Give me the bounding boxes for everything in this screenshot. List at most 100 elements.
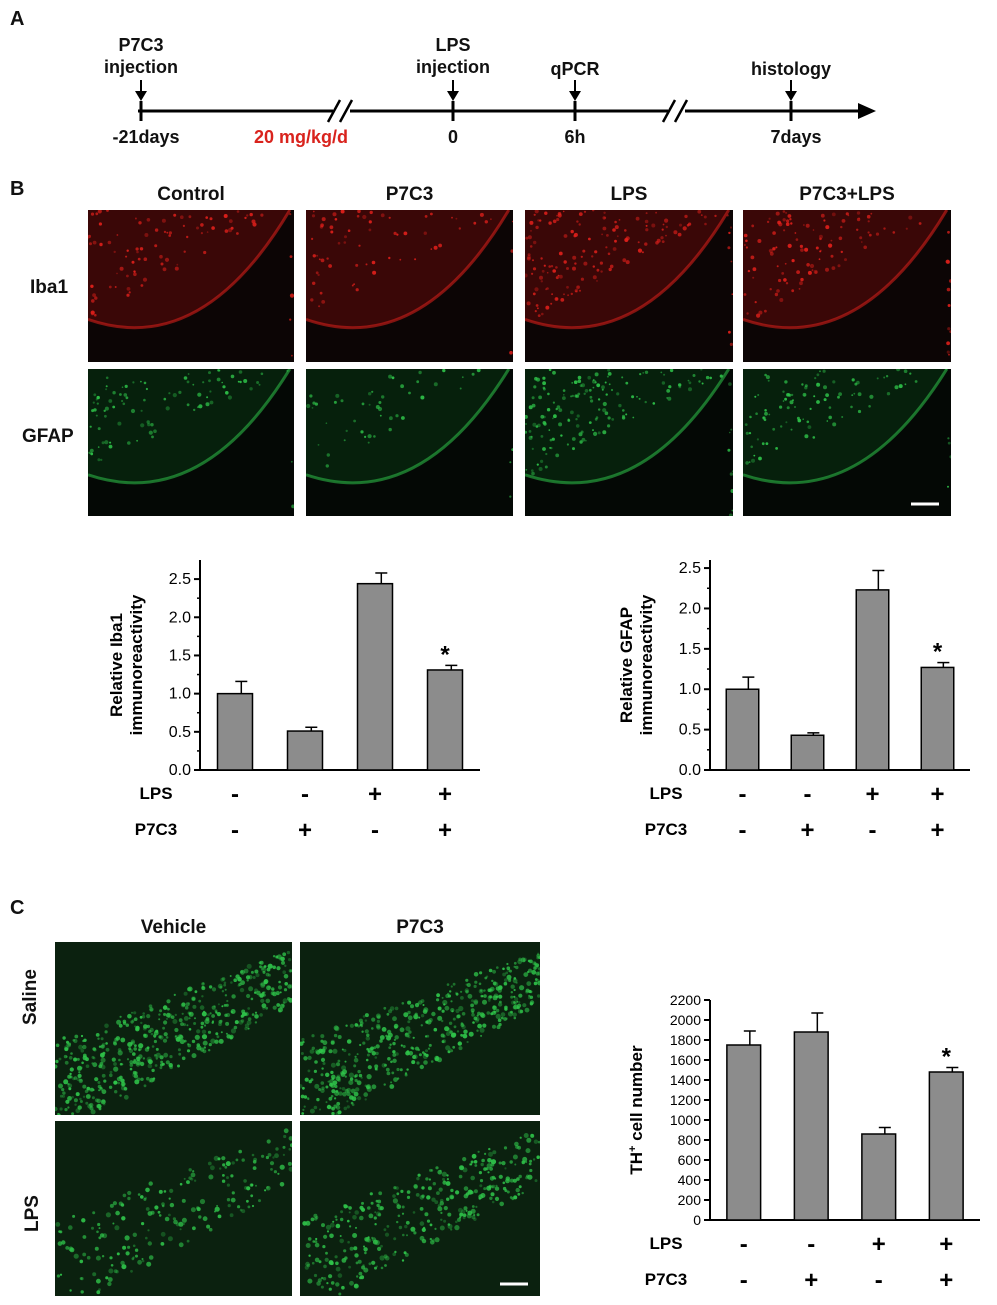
axis-break-mark (661, 99, 677, 123)
p7c3-sign: - (740, 1267, 748, 1294)
y-tick-label: 1400 (670, 1072, 701, 1088)
y-tick-label: 1.5 (169, 647, 191, 664)
chart-th: 0 200 400 600 800 1000 1200 1400 1600 1800 2000 220… (600, 990, 990, 1305)
y-tick-label: 1200 (670, 1092, 701, 1108)
event-arrow-histology (785, 80, 797, 101)
micrograph-gfap-p7c3 (306, 369, 513, 516)
y-tick-label: 0.5 (679, 722, 701, 739)
lps-sign: - (804, 781, 812, 808)
condition-label-lps: LPS (649, 1234, 682, 1253)
panel-label-b: B (10, 178, 25, 200)
y-tick-label: 2.0 (169, 609, 191, 626)
row-header-saline: Saline (20, 969, 41, 1025)
p7c3-sign: - (875, 1267, 883, 1294)
p7c3-sign: + (939, 1267, 953, 1294)
micrograph-gfap-p7c3-lps (743, 369, 951, 516)
micrograph-iba1-p7c3-lps (743, 210, 951, 362)
bar (426, 669, 464, 771)
micrograph-iba1-lps (525, 210, 733, 362)
p7c3-sign: - (231, 817, 239, 840)
y-tick-label: 1600 (670, 1052, 701, 1068)
row-header-gfap: GFAP (22, 426, 74, 447)
time-label-histology: 7days (770, 127, 822, 147)
bar (920, 666, 955, 771)
y-axis-label: immunoreactivity (127, 594, 146, 735)
y-tick-label: 1800 (670, 1032, 701, 1048)
event-label-histology: histology (751, 59, 831, 79)
timeline-axis (135, 80, 876, 123)
y-tick-label: 200 (678, 1192, 702, 1208)
p7c3-sign: - (371, 817, 379, 840)
y-tick-label: 0.0 (169, 762, 191, 779)
micrograph-gfap-control (88, 369, 294, 516)
micrograph-iba1-p7c3 (306, 210, 513, 362)
event-label-p7c3: P7C3 injection (81, 34, 201, 78)
event-label-line: LPS (435, 35, 471, 55)
significance-mark: * (440, 641, 450, 668)
y-tick-label: 1.0 (169, 686, 191, 703)
column-header-lps: LPS (610, 184, 648, 205)
bar (928, 1071, 964, 1221)
lps-sign: - (739, 781, 747, 808)
p7c3-sign: - (869, 817, 877, 840)
chart-gfap: 0.0 0.5 1.0 1.5 2.0 2.5 Relative GFAP immunorea… (600, 540, 980, 845)
lps-sign: + (939, 1231, 953, 1258)
column-header-control: Control (157, 184, 225, 205)
event-label-lps: LPS injection (393, 34, 513, 78)
lps-sign: - (807, 1231, 815, 1258)
y-tick-label: 2.0 (679, 600, 701, 617)
y-tick-label: 0.5 (169, 724, 191, 741)
bar (726, 1044, 762, 1221)
lps-sign: + (865, 781, 879, 808)
y-axis-label: immunoreactivity (637, 594, 656, 735)
bar (286, 730, 324, 771)
y-tick-label: 0 (693, 1212, 701, 1228)
condition-label-p7c3: P7C3 (135, 820, 178, 839)
row-header-lps: LPS (22, 1195, 43, 1232)
time-label-p7c3: -21days (112, 127, 180, 147)
micrograph-iba1-control (88, 210, 294, 362)
y-tick-label: 800 (678, 1132, 702, 1148)
p7c3-sign: + (800, 817, 814, 840)
bar (861, 1133, 897, 1221)
micrograph-th-vehicle-lps (55, 1121, 292, 1296)
y-tick-label: 400 (678, 1172, 702, 1188)
lps-sign: + (872, 1231, 886, 1258)
lps-sign: - (301, 781, 309, 808)
p7c3-sign: + (438, 817, 452, 840)
axis-break-mark (326, 99, 342, 123)
y-tick-label: 1.5 (679, 641, 701, 658)
event-arrow-lps (447, 80, 459, 101)
significance-mark: * (933, 639, 943, 666)
event-label-line: P7C3 (118, 35, 164, 55)
y-tick-label: 600 (678, 1152, 702, 1168)
column-header-p7c3-lps: P7C3+LPS (799, 184, 895, 205)
event-label-line: injection (103, 57, 178, 77)
chart-iba1: 0.0 0.5 1.0 1.5 2.0 2.5 Relative Iba1 immunorea… (90, 540, 490, 845)
y-tick-label: 1000 (670, 1112, 701, 1128)
event-label-line: injection (415, 57, 490, 77)
condition-label-lps: LPS (139, 784, 172, 803)
y-tick-label: 2200 (670, 992, 701, 1008)
y-tick-label: 2.5 (169, 571, 191, 588)
p7c3-sign: + (930, 817, 944, 840)
p7c3-sign: - (739, 817, 747, 840)
condition-label-lps: LPS (649, 784, 682, 803)
lps-sign: - (740, 1231, 748, 1258)
event-arrow-qpcr (569, 80, 581, 101)
micrograph-th-p7c3-saline (300, 942, 540, 1115)
y-tick-label: 1.0 (679, 681, 701, 698)
timeline-arrowhead (858, 103, 876, 119)
y-tick-label: 2000 (670, 1012, 701, 1028)
column-header-vehicle: Vehicle (140, 917, 207, 938)
event-arrow-p7c3 (135, 80, 147, 101)
bar (855, 589, 890, 771)
bar (725, 688, 760, 771)
y-tick-label: 2.5 (679, 560, 701, 577)
y-tick-label: 0.0 (679, 762, 701, 779)
bar (793, 1031, 829, 1221)
condition-label-p7c3: P7C3 (645, 820, 688, 839)
y-axis-label: Relative Iba1 (107, 613, 126, 717)
time-label-lps: 0 (447, 127, 458, 147)
bar (356, 582, 394, 771)
